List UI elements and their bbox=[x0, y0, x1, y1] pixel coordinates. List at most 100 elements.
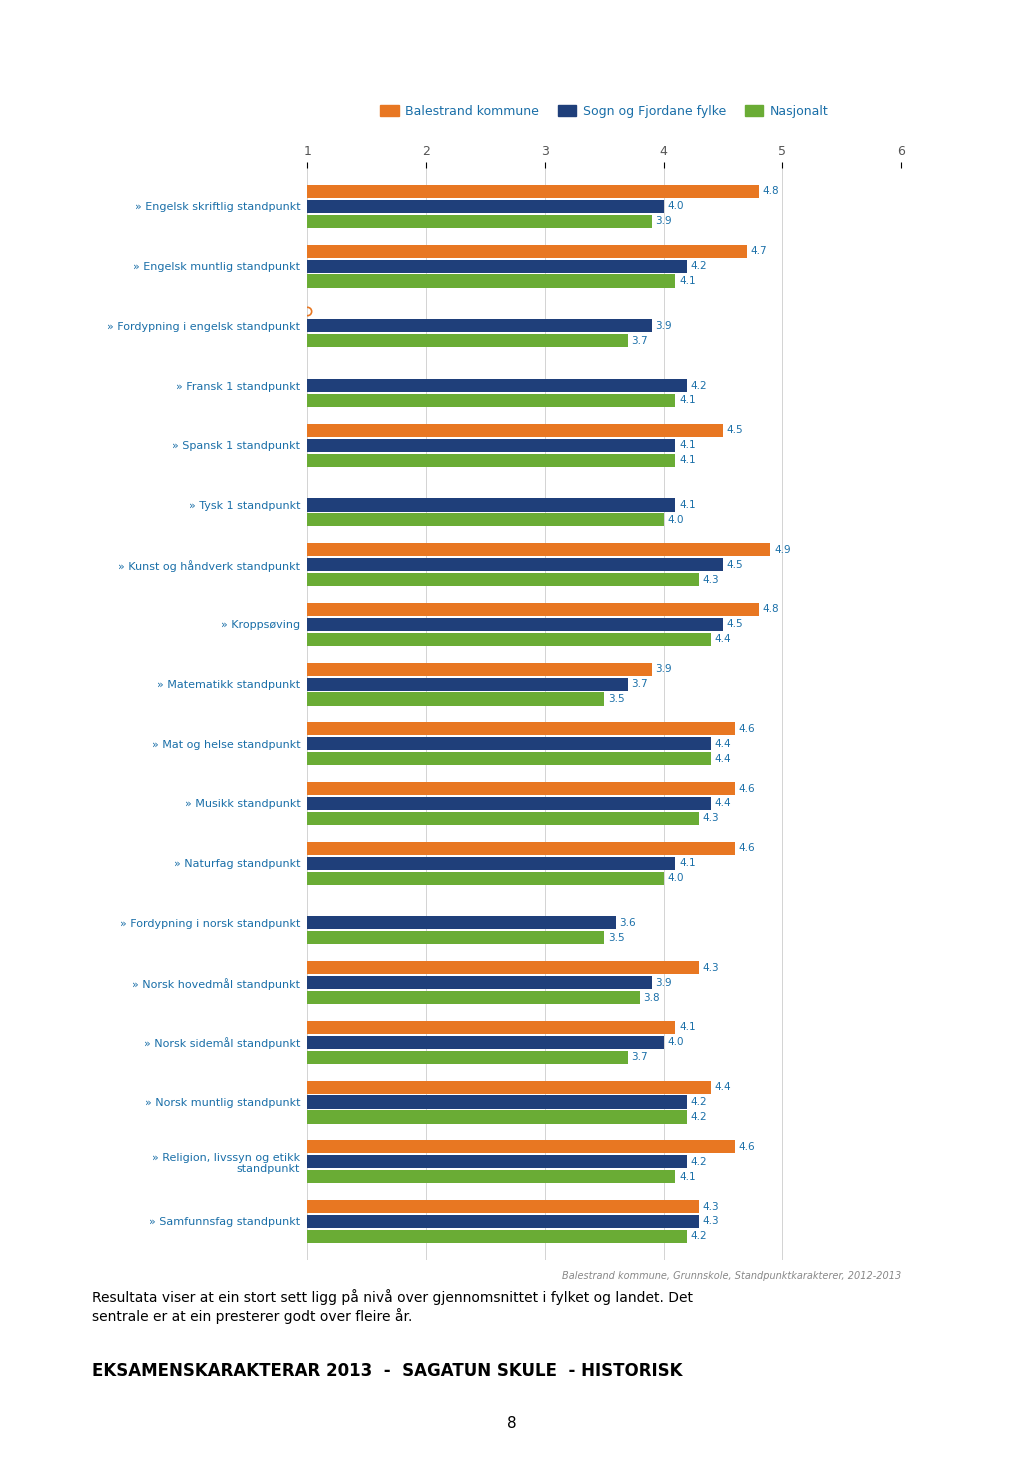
Text: 3.9: 3.9 bbox=[655, 978, 672, 988]
Bar bbox=[307, 916, 616, 930]
Text: 4.1: 4.1 bbox=[679, 858, 695, 868]
Bar bbox=[307, 1050, 628, 1064]
Bar bbox=[307, 1021, 676, 1034]
Bar bbox=[307, 214, 651, 227]
Text: 4.2: 4.2 bbox=[691, 1157, 708, 1167]
Text: 3.9: 3.9 bbox=[655, 664, 672, 675]
Bar bbox=[307, 185, 759, 198]
Bar bbox=[307, 319, 651, 332]
Text: 4.0: 4.0 bbox=[667, 873, 684, 883]
Text: 3.7: 3.7 bbox=[632, 679, 648, 689]
Bar bbox=[307, 498, 676, 511]
Text: 4.1: 4.1 bbox=[679, 440, 695, 450]
Bar bbox=[307, 857, 676, 870]
Bar bbox=[307, 737, 711, 750]
Bar bbox=[307, 752, 711, 765]
Bar bbox=[307, 543, 770, 557]
Bar bbox=[307, 1155, 687, 1169]
Bar bbox=[307, 663, 651, 676]
Text: 3.7: 3.7 bbox=[632, 335, 648, 345]
Bar bbox=[307, 931, 604, 944]
Bar bbox=[307, 334, 628, 347]
Bar bbox=[307, 842, 735, 855]
Bar bbox=[307, 632, 711, 645]
Bar bbox=[307, 1096, 687, 1109]
Text: 3.9: 3.9 bbox=[655, 216, 672, 226]
Text: 4.4: 4.4 bbox=[715, 753, 731, 763]
Bar bbox=[307, 618, 723, 631]
Bar bbox=[307, 692, 604, 705]
Bar bbox=[307, 259, 687, 272]
Text: 4.4: 4.4 bbox=[715, 798, 731, 809]
Bar bbox=[307, 1141, 735, 1154]
Text: 3.8: 3.8 bbox=[643, 992, 660, 1002]
Text: 4.0: 4.0 bbox=[667, 1037, 684, 1048]
Bar bbox=[307, 274, 676, 287]
Text: 4.2: 4.2 bbox=[691, 1112, 708, 1122]
Text: 4.1: 4.1 bbox=[679, 395, 695, 405]
Bar bbox=[307, 1215, 699, 1228]
Text: 4.6: 4.6 bbox=[738, 724, 755, 734]
Text: 4.9: 4.9 bbox=[774, 545, 791, 555]
Bar bbox=[307, 678, 628, 691]
Bar bbox=[307, 1230, 687, 1243]
Text: 4.7: 4.7 bbox=[751, 246, 767, 256]
Text: EKSAMENSKARAKTERAR 2013  -  SAGATUN SKULE  - HISTORISK: EKSAMENSKARAKTERAR 2013 - SAGATUN SKULE … bbox=[92, 1362, 683, 1380]
Text: Resultata viser at ein stort sett ligg på nivå over gjennomsnittet i fylket og l: Resultata viser at ein stort sett ligg p… bbox=[92, 1289, 693, 1324]
Text: 8: 8 bbox=[507, 1416, 517, 1431]
Text: 4.4: 4.4 bbox=[715, 1083, 731, 1093]
Text: 4.2: 4.2 bbox=[691, 380, 708, 390]
Text: 3.7: 3.7 bbox=[632, 1052, 648, 1062]
Text: 4.3: 4.3 bbox=[702, 1202, 720, 1212]
Bar bbox=[307, 871, 664, 884]
Bar bbox=[307, 573, 699, 586]
Text: 3.5: 3.5 bbox=[607, 932, 625, 943]
Bar bbox=[307, 962, 699, 975]
Text: 4.8: 4.8 bbox=[762, 186, 779, 197]
Text: 4.3: 4.3 bbox=[702, 1217, 720, 1227]
Text: 4.1: 4.1 bbox=[679, 500, 695, 510]
Legend: Balestrand kommune, Sogn og Fjordane fylke, Nasjonalt: Balestrand kommune, Sogn og Fjordane fyl… bbox=[380, 105, 828, 118]
Bar bbox=[307, 603, 759, 616]
Text: 3.6: 3.6 bbox=[620, 918, 636, 928]
Text: 4.5: 4.5 bbox=[726, 559, 743, 570]
Text: 4.3: 4.3 bbox=[702, 963, 720, 973]
Bar bbox=[307, 424, 723, 437]
Bar bbox=[307, 439, 676, 452]
Bar bbox=[307, 723, 735, 736]
Bar bbox=[307, 976, 651, 989]
Text: 4.4: 4.4 bbox=[715, 634, 731, 644]
Text: 4.4: 4.4 bbox=[715, 739, 731, 749]
Bar bbox=[307, 1201, 699, 1214]
Text: 4.2: 4.2 bbox=[691, 1231, 708, 1241]
Bar bbox=[307, 200, 664, 213]
Text: 4.3: 4.3 bbox=[702, 813, 720, 823]
Bar bbox=[307, 1081, 711, 1094]
Bar bbox=[307, 453, 676, 466]
Bar bbox=[307, 797, 711, 810]
Bar bbox=[307, 1110, 687, 1123]
Text: 4.1: 4.1 bbox=[679, 455, 695, 465]
Bar bbox=[307, 1170, 676, 1183]
Text: 4.8: 4.8 bbox=[762, 605, 779, 615]
Bar bbox=[307, 513, 664, 526]
Text: 4.5: 4.5 bbox=[726, 425, 743, 436]
Text: 4.2: 4.2 bbox=[691, 1097, 708, 1107]
Text: 4.0: 4.0 bbox=[667, 514, 684, 525]
Bar bbox=[307, 991, 640, 1004]
Text: 4.1: 4.1 bbox=[679, 275, 695, 286]
Text: 4.3: 4.3 bbox=[702, 574, 720, 584]
Bar bbox=[307, 558, 723, 571]
Bar bbox=[307, 245, 746, 258]
Text: 4.1: 4.1 bbox=[679, 1171, 695, 1182]
Text: 4.6: 4.6 bbox=[738, 844, 755, 854]
Text: 4.6: 4.6 bbox=[738, 784, 755, 794]
Bar bbox=[307, 393, 676, 407]
Bar bbox=[307, 812, 699, 825]
Text: 4.0: 4.0 bbox=[667, 201, 684, 211]
Text: 4.2: 4.2 bbox=[691, 261, 708, 271]
Text: 4.5: 4.5 bbox=[726, 619, 743, 629]
Text: 4.1: 4.1 bbox=[679, 1023, 695, 1033]
Text: 3.5: 3.5 bbox=[607, 694, 625, 704]
Text: Balestrand kommune, Grunnskole, Standpunktkarakterer, 2012-2013: Balestrand kommune, Grunnskole, Standpun… bbox=[562, 1271, 901, 1281]
